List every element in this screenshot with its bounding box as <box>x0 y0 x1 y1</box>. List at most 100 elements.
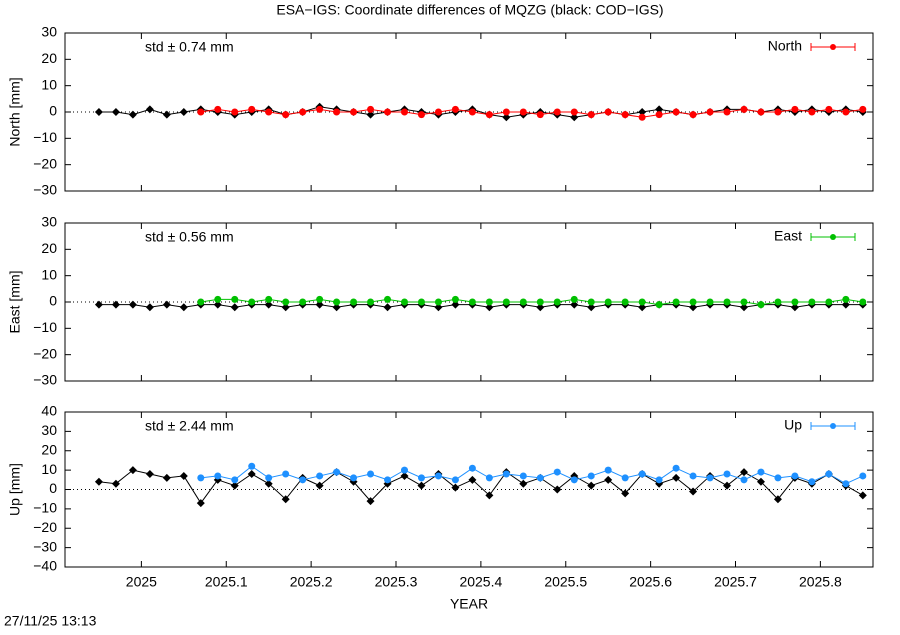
point <box>485 298 493 306</box>
point <box>706 298 714 306</box>
point <box>162 300 171 309</box>
y-tick-label: −30 <box>33 182 57 198</box>
y-tick-label: 10 <box>41 76 57 92</box>
point <box>791 472 799 480</box>
point <box>842 480 850 488</box>
point <box>230 303 239 312</box>
x-tick-label: 2025.5 <box>544 574 587 590</box>
point <box>128 466 137 475</box>
point <box>672 473 681 482</box>
point <box>757 108 765 116</box>
point <box>145 470 154 478</box>
point <box>350 474 358 482</box>
y-tick-label: −40 <box>33 558 57 574</box>
y-tick-label: 30 <box>41 214 57 230</box>
point <box>179 471 188 480</box>
point <box>604 466 612 474</box>
x-tick-label: 2025.4 <box>459 574 502 590</box>
point <box>384 295 392 303</box>
series-line <box>98 469 864 504</box>
point <box>400 298 408 306</box>
point <box>350 298 358 306</box>
point <box>655 476 663 484</box>
y-axis-label: Up [mm] <box>7 463 23 516</box>
point <box>723 481 732 490</box>
point <box>638 303 647 312</box>
point <box>739 303 748 312</box>
point <box>723 298 731 306</box>
point <box>604 108 612 116</box>
point <box>553 108 561 116</box>
y-tick-label: −20 <box>33 345 57 361</box>
point <box>451 476 459 484</box>
point <box>519 298 527 306</box>
point <box>587 298 595 306</box>
point <box>791 105 799 113</box>
point <box>485 111 493 119</box>
point <box>519 479 528 488</box>
point <box>739 468 748 477</box>
point <box>281 303 290 312</box>
point <box>655 105 664 114</box>
point <box>468 108 476 116</box>
y-tick-label: −30 <box>33 372 57 388</box>
point <box>162 110 171 119</box>
point <box>689 303 698 312</box>
point <box>808 108 816 116</box>
point <box>502 108 510 116</box>
x-tick-label: 2025.1 <box>205 574 248 590</box>
point <box>265 108 273 116</box>
point <box>333 108 341 116</box>
point <box>248 298 256 306</box>
point <box>333 298 341 306</box>
point <box>282 298 290 306</box>
point <box>689 472 697 480</box>
y-tick-label: 0 <box>49 480 57 496</box>
y-tick-label: −10 <box>33 500 57 516</box>
point <box>757 468 765 476</box>
point <box>400 471 409 480</box>
point <box>536 303 545 312</box>
point <box>214 472 222 480</box>
point <box>790 303 799 312</box>
legend-marker <box>830 44 836 50</box>
y-tick-label: −30 <box>33 538 57 554</box>
point <box>655 111 663 119</box>
series-line <box>200 108 863 118</box>
legend-marker <box>830 234 836 240</box>
point <box>689 298 697 306</box>
x-tick-label: 2025.7 <box>714 574 757 590</box>
point <box>248 105 256 113</box>
point <box>213 300 222 309</box>
point <box>570 476 578 484</box>
point <box>451 483 460 492</box>
point <box>740 105 748 113</box>
point <box>740 476 748 484</box>
y-axis-label: North [mm] <box>7 77 23 146</box>
point <box>231 108 239 116</box>
series-line <box>98 106 863 118</box>
point <box>316 295 324 303</box>
x-tick-label: 2025.6 <box>629 574 672 590</box>
legend-label: North <box>768 38 802 54</box>
point <box>587 472 595 480</box>
point <box>841 300 850 309</box>
point <box>570 113 579 122</box>
point <box>757 301 765 309</box>
point <box>791 298 799 306</box>
point <box>706 108 714 116</box>
point <box>638 113 646 121</box>
point <box>231 295 239 303</box>
point <box>485 303 494 312</box>
point <box>570 295 578 303</box>
x-tick-label: 2025.3 <box>375 574 418 590</box>
point <box>859 298 867 306</box>
point <box>740 298 748 306</box>
point <box>434 108 442 116</box>
point <box>672 108 680 116</box>
point <box>145 303 154 312</box>
point <box>264 300 273 309</box>
plot-frame <box>64 222 874 382</box>
point <box>808 298 816 306</box>
point <box>94 108 103 116</box>
